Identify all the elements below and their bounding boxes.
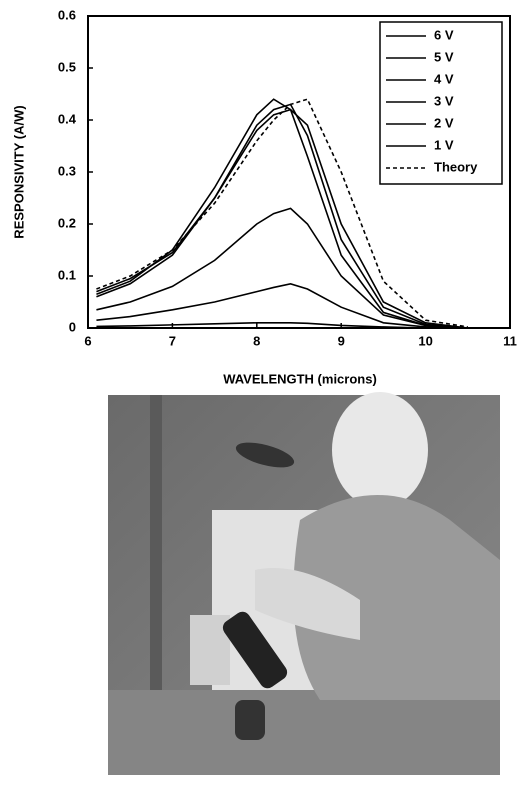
legend-label: 6 V [434,27,454,42]
x-tick-label: 7 [169,333,176,348]
x-tick-label: 6 [84,333,91,348]
data-line [96,207,468,329]
legend-label: 5 V [434,49,454,64]
y-tick-label: 0.4 [58,111,77,126]
legend-label: 2 V [434,115,454,130]
data-line [96,322,468,329]
data-line [96,282,468,329]
x-tick-label: 9 [338,333,345,348]
legend-label: 4 V [434,71,454,86]
y-tick-label: 0 [69,319,76,334]
x-tick-label: 8 [253,333,260,348]
legend-label: 3 V [434,93,454,108]
y-tick-label: 0.1 [58,267,76,282]
y-tick-label: 0.5 [58,59,76,74]
y-axis-label: RESPONSIVITY (A/W) [11,105,26,238]
data-line [96,98,468,328]
legend-box [379,21,503,185]
legend-label: Theory [434,159,478,174]
x-axis-label: WAVELENGTH (microns) [223,371,377,386]
data-line [96,103,468,329]
x-tick-label: 11 [503,333,517,348]
x-tick-label: 10 [418,333,432,348]
y-tick-label: 0.2 [58,215,76,230]
thermal-image [108,392,500,775]
y-tick-label: 0.3 [58,163,76,178]
y-tick-label: 0.6 [58,7,76,22]
legend-label: 1 V [434,137,454,152]
